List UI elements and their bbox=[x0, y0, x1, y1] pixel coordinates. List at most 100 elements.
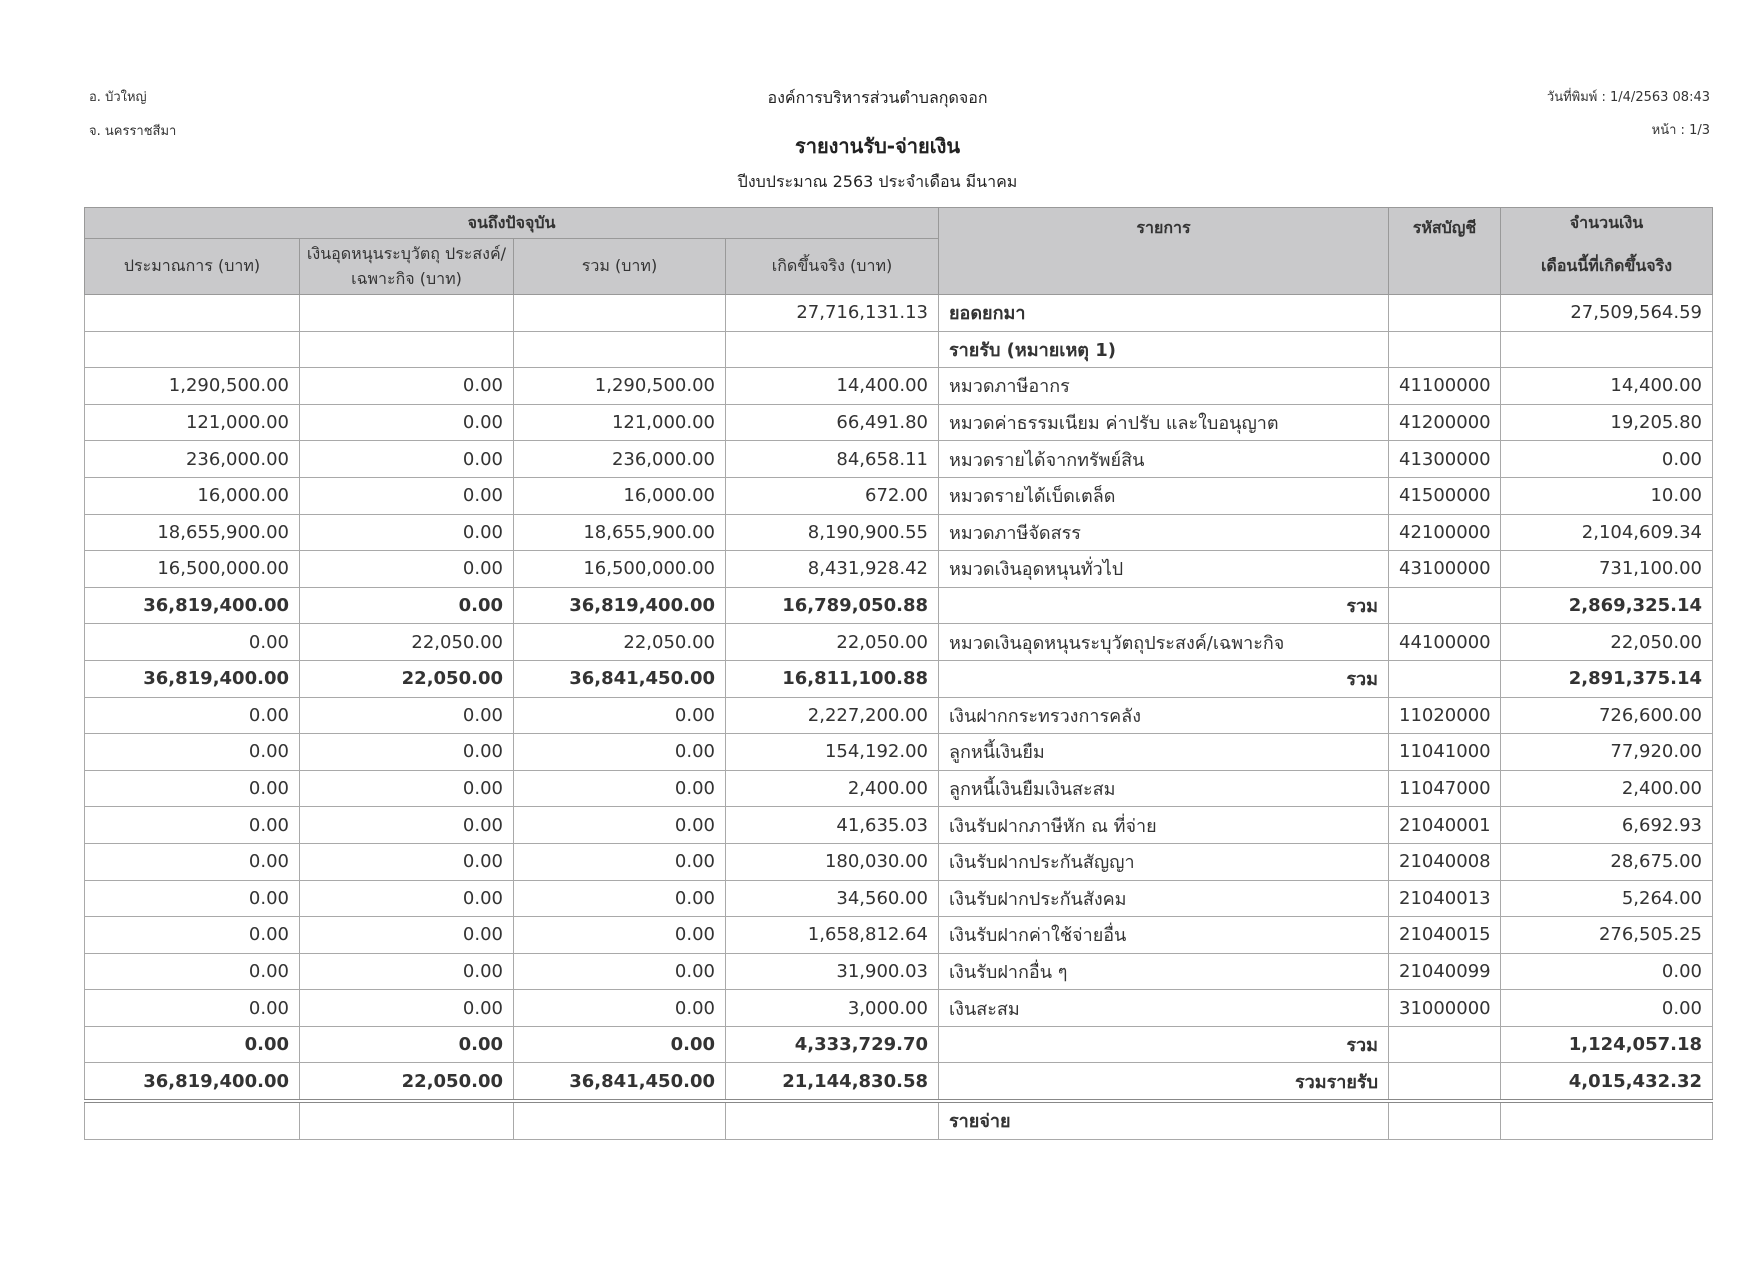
actual-cell: 41,635.03 bbox=[725, 806, 939, 844]
amount-cell: 5,264.00 bbox=[1500, 879, 1713, 918]
actual-cell: 154,192.00 bbox=[725, 733, 939, 771]
subsidy-cell bbox=[299, 1099, 514, 1140]
code-cell: 21040001 bbox=[1388, 806, 1501, 844]
actual-cell: 34,560.00 bbox=[725, 879, 939, 918]
subsidy-cell: 0.00 bbox=[299, 806, 514, 844]
amount-cell: 27,509,564.59 bbox=[1500, 294, 1713, 332]
total-cell: 36,841,450.00 bbox=[513, 659, 726, 698]
estimate-cell: 0.00 bbox=[84, 989, 300, 1027]
code-cell: 21040015 bbox=[1388, 916, 1501, 954]
subsidy-cell: 0.00 bbox=[299, 696, 514, 735]
total-cell bbox=[513, 1099, 726, 1140]
code-cell: 31000000 bbox=[1388, 989, 1501, 1027]
table-row: 27,716,131.13 ยอดยกมา 27,509,564.59 bbox=[84, 294, 1713, 332]
report-subtitle: ปีงบประมาณ 2563 ประจำเดือน มีนาคม bbox=[737, 172, 1018, 191]
code-cell: 41100000 bbox=[1388, 367, 1501, 405]
item-cell: หมวดภาษีจัดสรร bbox=[938, 513, 1389, 552]
table-row: รายจ่าย bbox=[84, 1099, 1713, 1140]
code-cell: 44100000 bbox=[1388, 623, 1501, 661]
estimate-cell: 16,000.00 bbox=[84, 476, 300, 515]
actual-cell bbox=[725, 1099, 939, 1140]
code-cell: 43100000 bbox=[1388, 550, 1501, 588]
estimate-cell: 36,819,400.00 bbox=[84, 1062, 300, 1102]
subsidy-cell: 22,050.00 bbox=[299, 659, 514, 698]
estimate-cell: 121,000.00 bbox=[84, 403, 300, 442]
item-cell: รวม bbox=[938, 659, 1389, 698]
item-cell: ยอดยกมา bbox=[938, 294, 1389, 332]
amount-cell: 19,205.80 bbox=[1500, 403, 1713, 442]
total-cell: 22,050.00 bbox=[513, 623, 726, 661]
total-cell: 0.00 bbox=[513, 696, 726, 735]
subsidy-cell: 0.00 bbox=[299, 1025, 514, 1064]
total-cell: 0.00 bbox=[513, 842, 726, 881]
item-cell: เงินรับฝากประกันสังคม bbox=[938, 879, 1389, 918]
estimate-cell: 0.00 bbox=[84, 842, 300, 881]
estimate-cell: 0.00 bbox=[84, 623, 300, 661]
total-cell: 121,000.00 bbox=[513, 403, 726, 442]
estimate-cell bbox=[84, 294, 300, 332]
code-cell: 21040099 bbox=[1388, 952, 1501, 991]
subsidy-cell bbox=[299, 294, 514, 332]
table-row: 0.00 0.00 0.00 180,030.00 เงินรับฝากประกันสั… bbox=[84, 842, 1713, 881]
subsidy-cell bbox=[299, 330, 514, 369]
code-cell bbox=[1388, 1099, 1501, 1140]
estimate-cell: 1,290,500.00 bbox=[84, 367, 300, 405]
total-cell: 236,000.00 bbox=[513, 440, 726, 478]
table-row: 0.00 22,050.00 22,050.00 22,050.00 หมวดเงินอ… bbox=[84, 623, 1713, 661]
item-cell: เงินสะสม bbox=[938, 989, 1389, 1027]
table-row: 18,655,900.00 0.00 18,655,900.00 8,190,900.… bbox=[84, 513, 1713, 552]
item-cell: ลูกหนี้เงินยืมเงินสะสม bbox=[938, 769, 1389, 808]
table-row: 0.00 0.00 0.00 31,900.03 เงินรับฝากอื่น ๆ 210… bbox=[84, 952, 1713, 991]
actual-cell: 1,658,812.64 bbox=[725, 916, 939, 954]
item-cell: ลูกหนี้เงินยืม bbox=[938, 733, 1389, 771]
subsidy-cell: 22,050.00 bbox=[299, 1062, 514, 1102]
estimate-cell: 36,819,400.00 bbox=[84, 586, 300, 625]
receipts-payments-table: จนถึงปัจจุบัน รายการ รหัสบัญชี จำนวนเงิน… bbox=[84, 207, 1713, 1140]
total-cell: 0.00 bbox=[513, 879, 726, 918]
amount-cell: 14,400.00 bbox=[1500, 367, 1713, 405]
item-cell: หมวดค่าธรรมเนียม ค่าปรับ และใบอนุญาต bbox=[938, 403, 1389, 442]
amount-cell: 22,050.00 bbox=[1500, 623, 1713, 661]
amount-cell: 28,675.00 bbox=[1500, 842, 1713, 881]
total-cell bbox=[513, 294, 726, 332]
estimate-cell: 0.00 bbox=[84, 769, 300, 808]
col-estimate: ประมาณการ (บาท) bbox=[84, 238, 300, 295]
amount-cell: 2,400.00 bbox=[1500, 769, 1713, 808]
amount-cell: 6,692.93 bbox=[1500, 806, 1713, 844]
page-number: หน้า : 1/3 bbox=[1651, 123, 1710, 138]
total-cell: 1,290,500.00 bbox=[513, 367, 726, 405]
table-row: 0.00 0.00 0.00 1,658,812.64 เงินรับฝากค่าใช้… bbox=[84, 916, 1713, 954]
amount-cell: 4,015,432.32 bbox=[1500, 1062, 1713, 1102]
table-row: 0.00 0.00 0.00 2,227,200.00 เงินฝากกระทรวงกา… bbox=[84, 696, 1713, 735]
actual-cell: 3,000.00 bbox=[725, 989, 939, 1027]
table-row: 0.00 0.00 0.00 4,333,729.70 รวม 1,124,057.18 bbox=[84, 1025, 1713, 1064]
total-cell: 0.00 bbox=[513, 769, 726, 808]
item-cell: เงินรับฝากประกันสัญญา bbox=[938, 842, 1389, 881]
subsidy-cell: 0.00 bbox=[299, 733, 514, 771]
total-cell: 18,655,900.00 bbox=[513, 513, 726, 552]
code-cell bbox=[1388, 294, 1501, 332]
actual-cell: 22,050.00 bbox=[725, 623, 939, 661]
actual-cell bbox=[725, 330, 939, 369]
subsidy-cell: 0.00 bbox=[299, 403, 514, 442]
col-item: รายการ bbox=[938, 207, 1389, 295]
table-row: 16,000.00 0.00 16,000.00 672.00 หมวดรายได้เบ… bbox=[84, 476, 1713, 515]
code-cell: 21040013 bbox=[1388, 879, 1501, 918]
table-row: รายรับ (หมายเหตุ 1) bbox=[84, 330, 1713, 369]
amount-cell: 0.00 bbox=[1500, 952, 1713, 991]
code-cell: 41300000 bbox=[1388, 440, 1501, 478]
actual-cell: 84,658.11 bbox=[725, 440, 939, 478]
item-cell: เงินรับฝากภาษีหัก ณ ที่จ่าย bbox=[938, 806, 1389, 844]
code-cell bbox=[1388, 1025, 1501, 1064]
col-amount-bottom: เดือนนี้ที่เกิดขึ้นจริง bbox=[1500, 238, 1713, 295]
item-cell: เงินฝากกระทรวงการคลัง bbox=[938, 696, 1389, 735]
table-row: 1,290,500.00 0.00 1,290,500.00 14,400.00 หมว… bbox=[84, 367, 1713, 405]
total-cell: 0.00 bbox=[513, 989, 726, 1027]
subsidy-cell: 0.00 bbox=[299, 769, 514, 808]
actual-cell: 4,333,729.70 bbox=[725, 1025, 939, 1064]
amount-cell: 726,600.00 bbox=[1500, 696, 1713, 735]
subsidy-cell: 0.00 bbox=[299, 989, 514, 1027]
province-label: จ. นครราชสีมา bbox=[89, 124, 177, 139]
col-actual: เกิดขึ้นจริง (บาท) bbox=[725, 238, 939, 295]
item-cell: รวม bbox=[938, 1025, 1389, 1064]
